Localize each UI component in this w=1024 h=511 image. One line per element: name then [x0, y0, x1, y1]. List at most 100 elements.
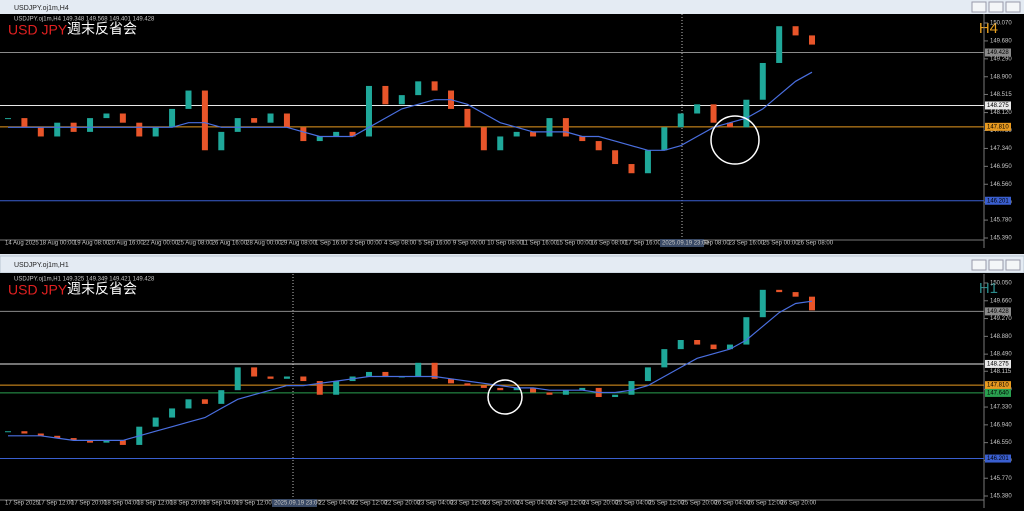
x-tick-label: 24 Sep 20:00: [583, 501, 619, 507]
x-tick-label: 25 Sep 00:00: [763, 241, 799, 247]
x-tick-label: 22 Sep 12:00: [352, 501, 388, 507]
y-tick-label: 149.680: [990, 38, 1012, 44]
x-tick-label: 23 Sep 16:00: [728, 241, 764, 247]
moving-average: [8, 71, 813, 151]
candle-body: [316, 381, 323, 395]
candle-body: [333, 131, 340, 137]
x-tick-label: 24 Sep 12:00: [550, 501, 586, 507]
close-button[interactable]: [1005, 259, 1021, 271]
candle-body: [169, 108, 176, 128]
candle-body: [562, 390, 569, 395]
x-tick-label: 26 Sep 04:00: [715, 501, 751, 507]
candle-body: [37, 127, 44, 137]
y-tick-label: 145.780: [990, 218, 1012, 224]
x-tick-label: 26 Sep 08:00: [797, 241, 833, 247]
candle-body: [497, 136, 504, 151]
y-tick-label: 148.515: [990, 92, 1012, 98]
x-tick-label: 25 Sep 04:00: [616, 501, 652, 507]
candle-body: [513, 387, 520, 391]
moving-average: [8, 300, 813, 441]
window-buttons[interactable]: [971, 259, 1021, 271]
y-tick-label: 148.120: [990, 110, 1012, 116]
chart-window: USDJPY.oj1m,H1 USDJPY.oj1m,H1 149.325 149…: [0, 262, 1012, 508]
x-tick-label: 22 Sep 20:00: [385, 501, 421, 507]
candle-body: [776, 289, 783, 293]
candle-body: [54, 435, 61, 439]
x-tick-label: 23 Sep 04:00: [418, 501, 454, 507]
y-tick-label: 147.340: [990, 146, 1012, 152]
candle-body: [480, 127, 487, 151]
y-tick-label: 147.330: [990, 405, 1012, 411]
x-tick-label: 16 Sep 08:00: [591, 241, 627, 247]
candle-body: [382, 371, 389, 377]
candle-body: [382, 85, 389, 105]
candle-body: [365, 85, 372, 137]
minimize-button[interactable]: [971, 259, 987, 271]
x-tick-label: 17 Sep 20:00: [71, 501, 107, 507]
candle-body: [464, 383, 471, 386]
candle-body: [759, 62, 766, 100]
candle-body: [579, 136, 586, 142]
candle-body: [218, 390, 225, 404]
candle-body: [152, 417, 159, 427]
cursor-time: 2025.09.19 23:00: [274, 501, 321, 507]
candle-body: [267, 376, 274, 379]
level-tag: [985, 388, 1011, 397]
x-tick-label: 17 Sep 2025: [5, 501, 40, 507]
x-tick-label: 28 Aug 00:00: [246, 241, 282, 247]
level-tag: [985, 381, 1011, 390]
x-tick-label: 19 Aug 08:00: [74, 241, 110, 247]
candle-body: [677, 340, 684, 350]
x-tick-label: 9 Sep 00:00: [453, 241, 486, 247]
highlight-circle: [710, 115, 760, 165]
candle-body: [661, 127, 668, 151]
x-tick-label: 29 Aug 08:00: [281, 241, 317, 247]
candle-body: [694, 104, 701, 114]
candle-body: [87, 118, 94, 132]
y-tick-label: 146.950: [990, 164, 1012, 170]
candle-body: [546, 392, 553, 395]
y-tick-label: 146.940: [990, 422, 1012, 428]
candle-body: [136, 122, 143, 137]
candle-body: [185, 399, 192, 409]
level-tag: [985, 101, 1011, 110]
level-tag: [985, 307, 1011, 316]
candle-body: [103, 440, 110, 443]
close-button[interactable]: [1005, 1, 1021, 13]
maximize-button[interactable]: [988, 259, 1004, 271]
x-tick-label: 17 Sep 12:00: [38, 501, 74, 507]
candle-body: [595, 141, 602, 151]
level-label: 146.201: [987, 456, 1009, 462]
x-tick-label: 3 Sep 00:00: [350, 241, 383, 247]
candle-body: [743, 99, 750, 128]
candle-body: [169, 408, 176, 418]
symbol-label: USD JPY: [8, 282, 68, 298]
y-tick-label: 149.270: [990, 316, 1012, 322]
window-buttons[interactable]: [971, 1, 1021, 13]
level-label: 148.275: [987, 362, 1009, 368]
candle-body: [480, 385, 487, 388]
candle-body: [776, 26, 783, 63]
y-tick-label: 148.490: [990, 352, 1012, 358]
candle-body: [283, 376, 290, 379]
x-tick-label: 26 Sep 12:00: [748, 501, 784, 507]
y-tick-label: 145.380: [990, 494, 1012, 500]
title-bar: [0, 255, 1024, 274]
maximize-button[interactable]: [988, 1, 1004, 13]
level-label: 149.428: [987, 309, 1009, 315]
candle-body: [530, 387, 537, 393]
candle-body: [119, 440, 126, 445]
y-tick-label: 148.115: [990, 369, 1012, 375]
candle-body: [283, 113, 290, 128]
candle-body: [694, 340, 701, 345]
x-tick-label: 24 Sep 04:00: [517, 501, 553, 507]
minimize-button[interactable]: [971, 1, 987, 13]
x-tick-label: 25 Aug 08:00: [177, 241, 213, 247]
candle-body: [37, 433, 44, 436]
cursor-time-box: [272, 499, 317, 507]
candle-body: [710, 104, 717, 123]
candle-body: [185, 90, 192, 109]
level-label: 146.201: [987, 198, 1009, 204]
candle-body: [5, 118, 11, 120]
